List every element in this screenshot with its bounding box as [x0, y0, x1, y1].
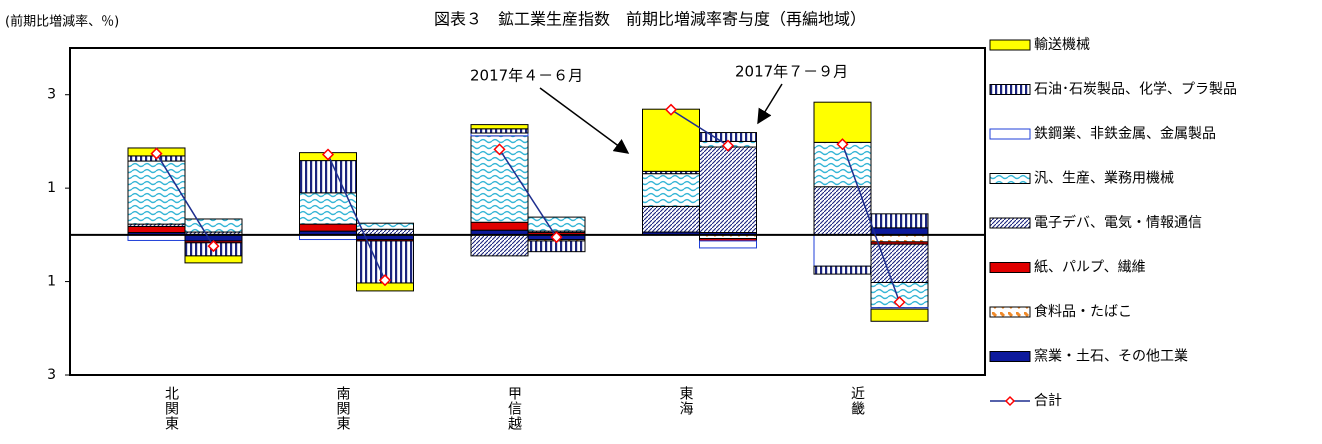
- bar-segment: [127, 160, 186, 225]
- legend-label: 鉄鋼業、非鉄金属、金属製品: [1034, 126, 1216, 142]
- total-line: [155, 153, 215, 247]
- bar-segment: [870, 243, 929, 284]
- total-marker: [664, 103, 678, 116]
- x-tick-label: 近畿: [849, 386, 865, 416]
- legend-label: 食料品・たばこ: [1034, 303, 1132, 320]
- bar-segment: [184, 218, 243, 233]
- legend-swatch: [989, 217, 1031, 229]
- bar-segment: [813, 101, 872, 143]
- legend-label: 合計: [1034, 393, 1062, 409]
- annotation: 2017年７－９月: [735, 63, 848, 81]
- total-marker: [207, 240, 220, 253]
- annotation: 2017年４－６月: [470, 67, 583, 85]
- y-tick-label: 3: [47, 367, 56, 383]
- total-marker: [493, 143, 506, 156]
- bar-segment: [470, 234, 529, 257]
- bar-segment: [642, 205, 700, 233]
- bar-segment: [470, 221, 529, 231]
- bar-segment: [870, 308, 929, 322]
- legend-swatch: [989, 351, 1031, 362]
- bar-segment: [699, 240, 757, 249]
- bar-segment: [699, 146, 757, 234]
- legend-label: 汎、生産、業務用機械: [1034, 171, 1174, 187]
- bar-segment: [870, 234, 929, 243]
- bar-segment: [813, 186, 872, 236]
- bar-segment: [127, 225, 186, 234]
- bar-segment: [299, 223, 357, 232]
- bar-segment: [870, 213, 929, 229]
- legend-label: 窯業・土石、その他工業: [1034, 348, 1188, 365]
- bar-segment: [184, 255, 243, 264]
- legend-swatch: [989, 262, 1031, 273]
- legend-label: 紙、パルプ、繊維: [1034, 260, 1146, 276]
- x-tick-label: 東海: [678, 386, 694, 416]
- bar-segment: [470, 128, 529, 134]
- total-marker: [721, 139, 735, 152]
- total-line: [498, 148, 558, 238]
- total-marker: [550, 231, 563, 244]
- bar-segment: [813, 234, 872, 267]
- total-line: [670, 109, 729, 147]
- annotation-arrow: [757, 83, 783, 125]
- legend-label: 電子デバ、電気・情報通信: [1034, 214, 1202, 231]
- total-line: [841, 143, 901, 303]
- legend-swatch: [989, 128, 1031, 140]
- total-marker: [321, 148, 335, 161]
- chart-title: 図表３ 鉱工業生産指数 前期比増減率寄与度（再編地域）: [434, 10, 866, 29]
- total-marker: [836, 138, 849, 151]
- bar-segment: [642, 108, 700, 172]
- bar-segment: [356, 222, 414, 230]
- y-tick-label: 3: [47, 87, 56, 103]
- annotation-arrow: [539, 87, 630, 154]
- legend-swatch: [1004, 395, 1016, 407]
- legend-swatch: [989, 84, 1031, 95]
- legend-label: 石油･石炭製品、化学、プラ製品: [1034, 82, 1237, 98]
- y-tick-label: 1: [47, 180, 56, 196]
- x-tick-label: 甲信越: [506, 386, 522, 431]
- total-line: [327, 154, 386, 281]
- plot-frame: [69, 47, 986, 376]
- x-tick-label: 北関東: [163, 386, 179, 431]
- y-tick-label: 1: [47, 274, 56, 290]
- legend-swatch: [989, 306, 1031, 318]
- total-marker: [150, 147, 163, 160]
- bar-segment: [870, 227, 929, 236]
- total-marker: [893, 296, 906, 309]
- legend-swatch: [989, 173, 1031, 184]
- bar-segment: [470, 124, 529, 130]
- total-marker: [378, 274, 392, 287]
- legend-swatch: [989, 39, 1031, 51]
- y-axis-label: (前期比増減率、％): [5, 14, 119, 30]
- bar-segment: [813, 265, 872, 275]
- bar-segment: [299, 160, 357, 194]
- x-tick-label: 南関東: [335, 386, 351, 431]
- bar-segment: [527, 216, 586, 232]
- bar-segment: [642, 173, 700, 207]
- legend-label: 輸送機械: [1034, 37, 1090, 53]
